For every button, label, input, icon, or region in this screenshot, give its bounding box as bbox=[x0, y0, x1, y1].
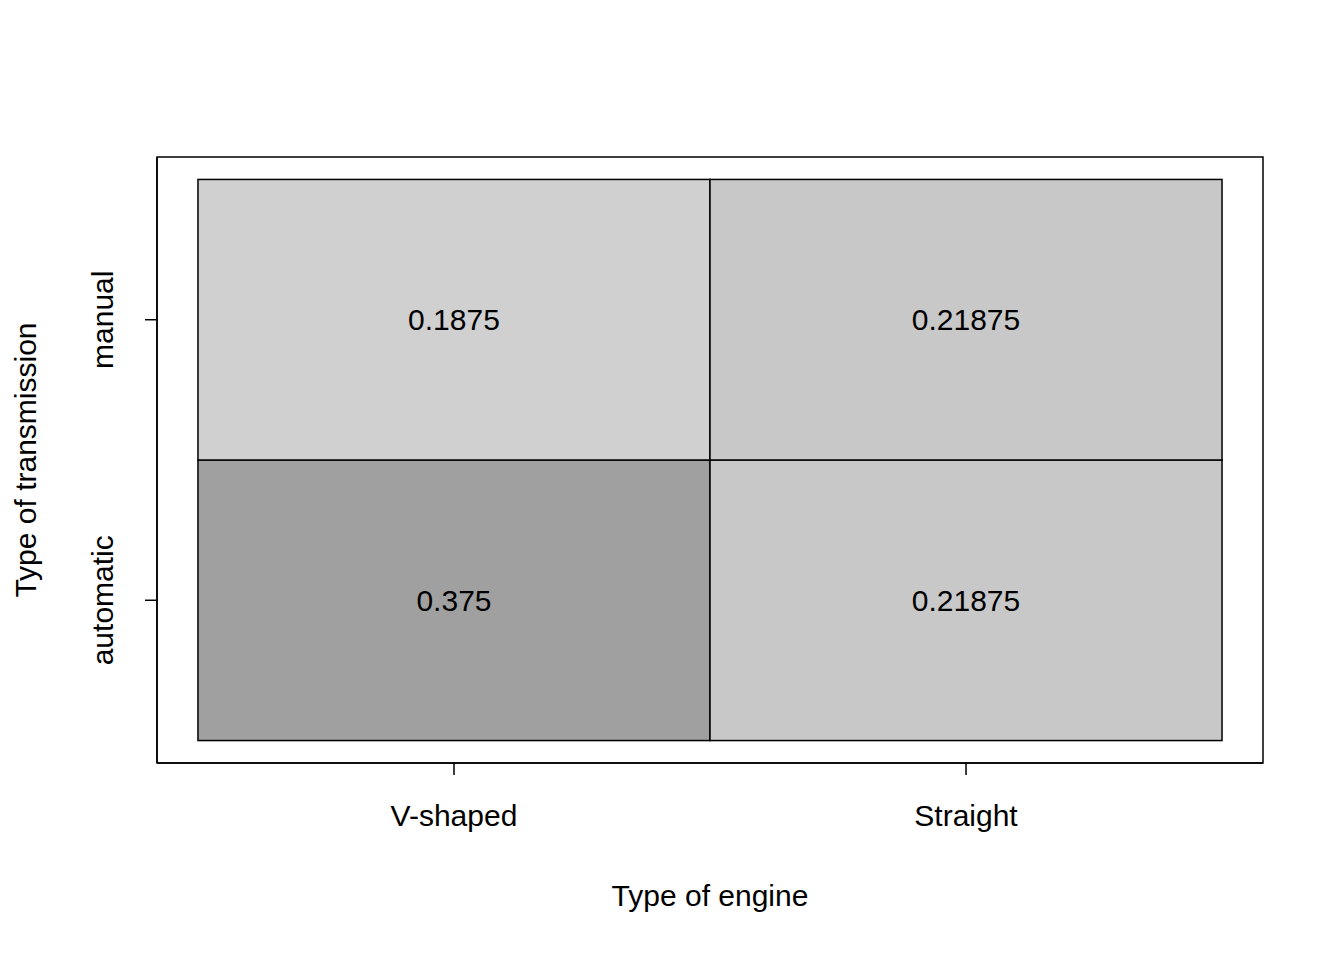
svg-text:Straight: Straight bbox=[914, 799, 1018, 832]
svg-text:0.21875: 0.21875 bbox=[912, 303, 1020, 336]
svg-text:0.375: 0.375 bbox=[416, 584, 491, 617]
svg-text:Type of engine: Type of engine bbox=[612, 879, 809, 912]
svg-text:manual: manual bbox=[86, 271, 119, 369]
svg-text:0.21875: 0.21875 bbox=[912, 584, 1020, 617]
svg-text:0.1875: 0.1875 bbox=[408, 303, 500, 336]
svg-text:Type of transmission: Type of transmission bbox=[9, 322, 42, 597]
svg-text:V-shaped: V-shaped bbox=[391, 799, 518, 832]
svg-text:automatic: automatic bbox=[86, 535, 119, 665]
